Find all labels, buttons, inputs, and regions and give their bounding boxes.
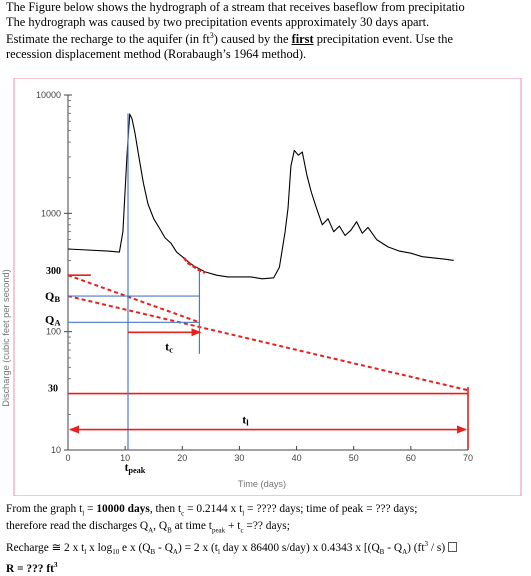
sol-1sub3: l: [242, 509, 245, 518]
sol-2a: therefore read the discharges Q: [6, 520, 149, 533]
x-tick-label: 30: [234, 453, 244, 463]
sol-3sub6: B: [379, 548, 385, 557]
sol-2sub3: peak: [211, 526, 226, 535]
solution-line-2: therefore read the discharges QA, QB at …: [6, 520, 528, 537]
sol-1d: = 0.2144 x t: [184, 503, 243, 515]
placeholder-box-icon: [447, 541, 457, 552]
q30-label: 30: [48, 384, 58, 395]
x-tick-label: 20: [177, 453, 187, 463]
y-tick-label: 10000: [36, 90, 61, 100]
recession-line-1: [67, 274, 200, 324]
sol-3h: ) (ft: [407, 541, 425, 554]
hydrograph-svg: 10 100 1000 10000 0 10 20 30 40 50 60 70 300 QB QA 30 t…: [1, 77, 522, 497]
recession-line-2: [67, 295, 469, 392]
q300-label: 300: [46, 266, 61, 277]
y-tick-label: 10: [51, 445, 61, 455]
hydrograph-line: [67, 113, 454, 280]
x-tick-label: 60: [406, 453, 416, 463]
sol-3sub5: l: [217, 548, 220, 557]
problem-line-1: The Figure below shows the hydrograph of…: [6, 0, 465, 14]
problem-line-3-a: Estimate the recharge to the aquifer (in…: [6, 32, 210, 47]
chart-ticks: 10 100 1000 10000 0 10 20 30 40 50 60 70: [36, 90, 473, 463]
tc-label: tc: [165, 339, 173, 354]
tpeak-label: tpeak: [125, 462, 146, 475]
sol-1sub2: c: [181, 509, 185, 518]
solution-line-1: From the graph tl = 10000 days, then tc …: [6, 503, 528, 520]
problem-line-3-sup: 3: [209, 31, 214, 40]
tl-label: tl: [242, 413, 249, 428]
sol-3sub4: A: [172, 548, 178, 557]
problem-line-3-c: precipitation event. Use the: [313, 32, 453, 47]
sol-3b: x log: [86, 541, 113, 554]
y-tick-label: 1000: [41, 208, 61, 218]
sol-3i: / s): [428, 541, 448, 554]
problem-line-3: Estimate the recharge to the aquifer (in…: [6, 29, 528, 47]
sol-1c: , then t: [149, 503, 182, 515]
x-tick-label: 70: [463, 453, 473, 463]
sol-3a: Recharge ≅ 2 x t: [6, 541, 85, 554]
sol-2sub4: c: [240, 526, 244, 535]
sol-3sub7: A: [402, 548, 408, 557]
hydrograph-chart: 10 100 1000 10000 0 10 20 30 40 50 60 70 300 QB QA 30 t…: [0, 77, 531, 497]
sol-3c: e x (Q: [119, 541, 151, 554]
x-tick-label: 50: [349, 453, 359, 463]
x-axis-label: Time (days): [238, 479, 286, 489]
sol-3f: day x 86400 s/day) x 0.4343 x [(Q: [219, 541, 380, 554]
y-axis-label: Discharge (cubic feet per second): [1, 269, 11, 406]
recession-segment: [183, 257, 206, 274]
sol-2c: at time t: [171, 520, 212, 533]
solution-line-3: Recharge ≅ 2 x tl x log10 e x (QB - QA) …: [6, 538, 528, 559]
sol-1e: = ???? days; time of peak = ??? days;: [244, 503, 418, 515]
sol-2b: , Q: [153, 520, 168, 533]
sol-3sub2: 10: [112, 548, 120, 557]
sol-1sub: l: [82, 509, 85, 518]
x-tick-label: 0: [65, 453, 70, 463]
sol-3d: - Q: [155, 541, 173, 554]
sol-4sup: 3: [53, 561, 58, 570]
qb-label: QB: [45, 289, 60, 304]
sol-2d: + t: [225, 520, 241, 533]
sol-3sub1: l: [84, 548, 87, 557]
sol-4a: R = ??? ft: [6, 563, 54, 576]
problem-line-4: recession displacement method (Rorabaugh…: [6, 46, 307, 61]
sol-1b: =: [84, 503, 97, 515]
chart-axes: [67, 95, 468, 451]
problem-statement: The Figure below shows the hydrograph of…: [6, 0, 528, 61]
sol-2sub1: A: [148, 526, 154, 535]
sol-2sub2: B: [167, 526, 172, 535]
sol-3sup: 3: [424, 539, 429, 548]
x-tick-label: 10: [120, 453, 130, 463]
problem-line-3-bold: first: [291, 32, 314, 47]
sol-2e: =?? days;: [243, 520, 290, 533]
problem-line-2: The hydrograph was caused by two precipi…: [6, 14, 430, 29]
problem-line-3-b: ) caused by the: [213, 32, 292, 47]
chart-frame: [13, 77, 522, 497]
qa-label: QA: [45, 312, 61, 327]
sol-3g: - Q: [384, 541, 403, 554]
sol-1bold: 10000 days: [96, 503, 150, 515]
y-tick-label: 100: [46, 327, 61, 337]
sol-1a: From the graph t: [6, 503, 83, 515]
x-tick-label: 40: [292, 453, 302, 463]
chart-series: [67, 113, 454, 280]
sol-3e: ) = 2 x (t: [177, 541, 218, 554]
solution-text: From the graph tl = 10000 days, then tc …: [6, 503, 528, 576]
sol-3sub3: B: [150, 548, 156, 557]
